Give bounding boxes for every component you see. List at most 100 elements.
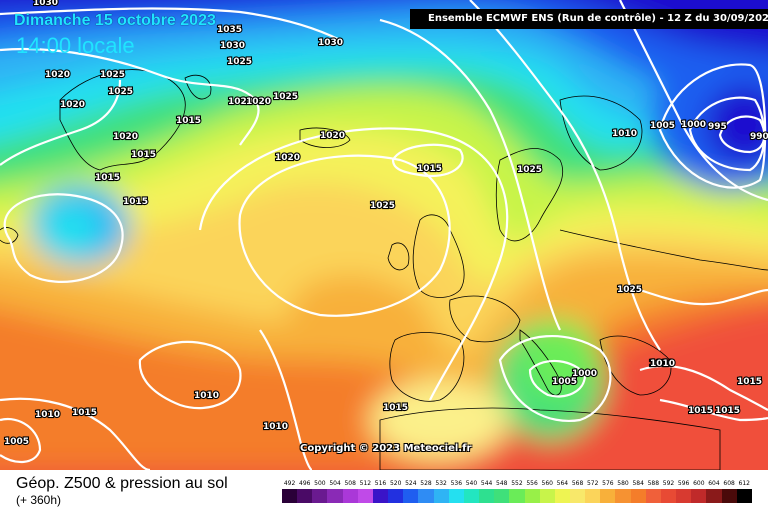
forecast-time: 14:00 locale <box>16 33 135 58</box>
finland-coast <box>559 95 643 171</box>
isobar-line <box>3 193 124 283</box>
scale-swatch <box>372 489 389 503</box>
scale-value-label: 576 <box>602 480 614 487</box>
isobar-line <box>658 63 767 189</box>
scale-value-label: 512 <box>359 480 372 487</box>
isobar-label: 1025 <box>108 87 133 97</box>
isobar-label: 1025 <box>227 57 252 67</box>
isobar-label: 1025 <box>273 92 298 102</box>
scale-swatch <box>721 489 737 503</box>
isobar-label: 1020 <box>275 153 300 163</box>
isobar-label: 1010 <box>649 359 674 369</box>
scale-swatch <box>630 489 646 503</box>
scale-swatch <box>357 489 373 503</box>
scale-swatch <box>660 489 677 503</box>
isobar-label: 1010 <box>612 129 637 139</box>
isobar-label: 1015 <box>176 116 201 126</box>
great-britain-coast <box>412 214 465 298</box>
scale-value-label: 528 <box>420 480 432 487</box>
isobar-labels: 1035 1030 1025 1030 1020 1025 1025 1020 … <box>3 0 768 448</box>
scale-value-label: 608 <box>723 480 735 487</box>
scandinavia-coast <box>495 148 564 242</box>
scale-value-label: 604 <box>708 480 720 487</box>
forecast-date: Dimanche 15 octobre 2023 <box>14 12 216 29</box>
isobar-label: 1020 <box>60 100 85 110</box>
scale-value-label: 592 <box>662 480 675 487</box>
isobar-label: 1020 <box>113 132 138 142</box>
isobar-label: 1015 <box>383 403 408 413</box>
isobar-line <box>528 359 587 398</box>
isobars <box>0 0 768 470</box>
scale-value-label: 520 <box>389 480 402 487</box>
scale-value-label: 548 <box>496 480 508 487</box>
north-africa-coast <box>379 407 721 470</box>
scale-swatch <box>388 489 404 503</box>
scale-swatch <box>645 489 661 503</box>
scale-swatch <box>282 489 298 503</box>
isobar-label: 990 <box>750 132 768 142</box>
scale-swatch <box>327 489 343 503</box>
scale-value-label: 584 <box>632 480 644 487</box>
isobar-label: 995 <box>708 122 727 132</box>
isobar-label: 1030 <box>318 38 343 48</box>
scale-swatch <box>297 489 313 503</box>
scale-value-label: 600 <box>693 480 705 487</box>
scale-value-label: 552 <box>511 480 523 487</box>
isobar-label: 1035 <box>217 25 242 35</box>
isobar-label: 1005 <box>650 121 675 131</box>
color-scale-legend: 492 496 500 504 508 512 516 520 524 528 532 536 540 5… <box>282 480 752 510</box>
scale-swatch <box>569 489 586 503</box>
scale-swatch <box>342 489 358 503</box>
isobar-label: 1025 <box>617 285 642 295</box>
scale-value-label: 580 <box>617 480 629 487</box>
isobar-line <box>659 398 768 422</box>
product-title: Géop. Z500 & pression au sol <box>16 475 228 492</box>
scale-swatch <box>554 489 570 503</box>
scale-value-label: 588 <box>647 480 660 487</box>
isobar-line <box>0 47 260 146</box>
isobar-line <box>639 365 768 411</box>
isobar-label: 1010 <box>194 391 219 401</box>
isobar-label: 1025 <box>100 70 125 80</box>
scale-value-label: 556 <box>526 480 538 487</box>
iceland-coast <box>184 74 212 100</box>
scale-swatch <box>479 489 495 503</box>
scale-value-label: 572 <box>586 480 599 487</box>
isobar-line <box>138 340 242 410</box>
isobar-label: 1000 <box>681 120 706 130</box>
eastern-europe-border <box>559 229 768 271</box>
balkans-coast <box>599 335 672 396</box>
map-canvas: 1035 1030 1025 1030 1020 1025 1025 1020 … <box>0 0 768 470</box>
scale-swatch <box>706 489 722 503</box>
scale-swatch <box>418 489 434 503</box>
scale-swatch <box>448 489 464 503</box>
isobar-line <box>619 0 768 202</box>
scale-value-label: 560 <box>541 480 553 487</box>
isobar-label: 1020 <box>320 131 345 141</box>
isobar-label: 1015 <box>737 377 762 387</box>
france-coast <box>449 295 521 343</box>
isobar-line <box>198 127 509 401</box>
isobar-label: 1010 <box>650 359 675 369</box>
scale-swatch <box>736 489 752 503</box>
isobar-label: 1015 <box>131 150 156 160</box>
isobar-line <box>498 335 612 422</box>
scale-swatch <box>691 489 707 503</box>
isobar-label: 1015 <box>72 408 97 418</box>
isobar-line <box>391 143 464 178</box>
scale-swatch <box>600 489 616 503</box>
scale-labels: 492 496 500 504 508 512 516 520 524 528 532 536 540 5… <box>282 480 752 487</box>
isobar-label: 1005 <box>4 437 29 447</box>
scale-swatch <box>312 489 328 503</box>
run-info-banner: Ensemble ECMWF ENS (Run de contrôle) - 1… <box>410 9 768 29</box>
isobar-label: 1010 <box>35 410 60 420</box>
isobar-label: 1005 <box>552 377 577 387</box>
scale-value-label: 596 <box>677 480 690 487</box>
scale-value-label: 568 <box>571 480 584 487</box>
isobar-label: 1015 <box>715 406 740 416</box>
isobar-label: 1020 <box>246 97 271 107</box>
scale-swatch <box>676 489 692 503</box>
scale-value-label: 496 <box>299 480 311 487</box>
scale-swatches <box>282 489 752 503</box>
scale-value-label: 524 <box>405 480 417 487</box>
